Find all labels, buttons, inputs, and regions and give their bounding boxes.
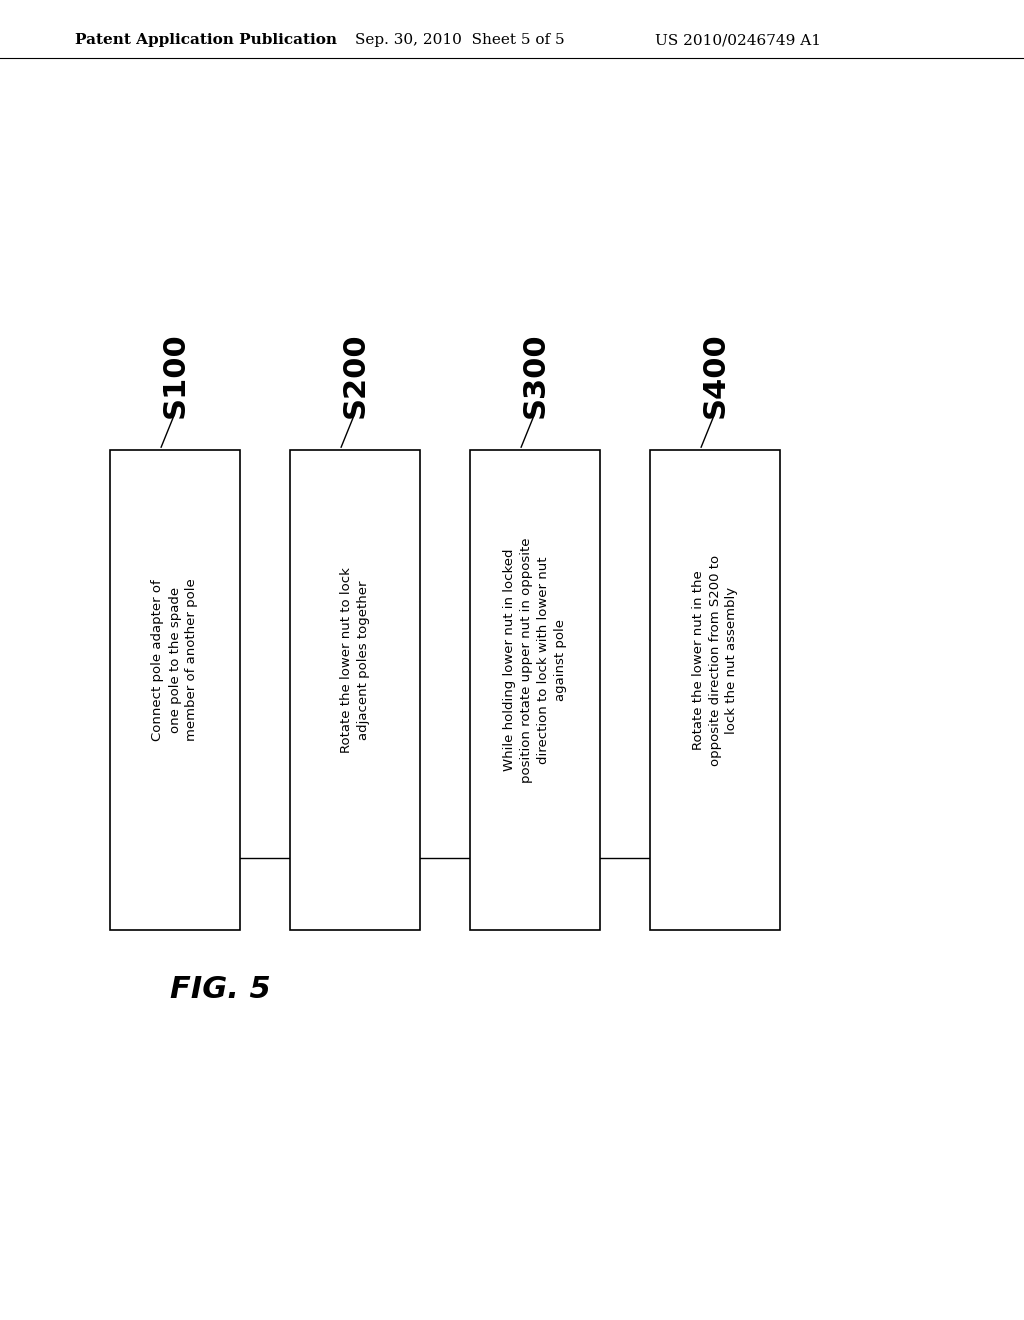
Text: Connect pole adapter of
one pole to the spade
member of another pole: Connect pole adapter of one pole to the …: [152, 578, 199, 742]
Text: Patent Application Publication: Patent Application Publication: [75, 33, 337, 48]
Bar: [290, 450, 420, 931]
Text: S100: S100: [161, 333, 189, 418]
Text: While holding lower nut in locked
position rotate upper nut in opposite
directio: While holding lower nut in locked positi…: [503, 537, 567, 783]
Text: Rotate the lower nut to lock
adjacent poles together: Rotate the lower nut to lock adjacent po…: [340, 568, 370, 752]
Text: Sep. 30, 2010  Sheet 5 of 5: Sep. 30, 2010 Sheet 5 of 5: [355, 33, 564, 48]
Text: S400: S400: [700, 333, 729, 418]
Text: FIG. 5: FIG. 5: [170, 975, 270, 1005]
Text: Rotate the lower nut in the
opposite direction from S200 to
lock the nut assembl: Rotate the lower nut in the opposite dir…: [691, 554, 738, 766]
Text: S200: S200: [341, 333, 370, 418]
Text: S300: S300: [520, 333, 550, 418]
Text: US 2010/0246749 A1: US 2010/0246749 A1: [655, 33, 821, 48]
Bar: [470, 450, 600, 931]
Bar: [110, 450, 240, 931]
Bar: [650, 450, 780, 931]
